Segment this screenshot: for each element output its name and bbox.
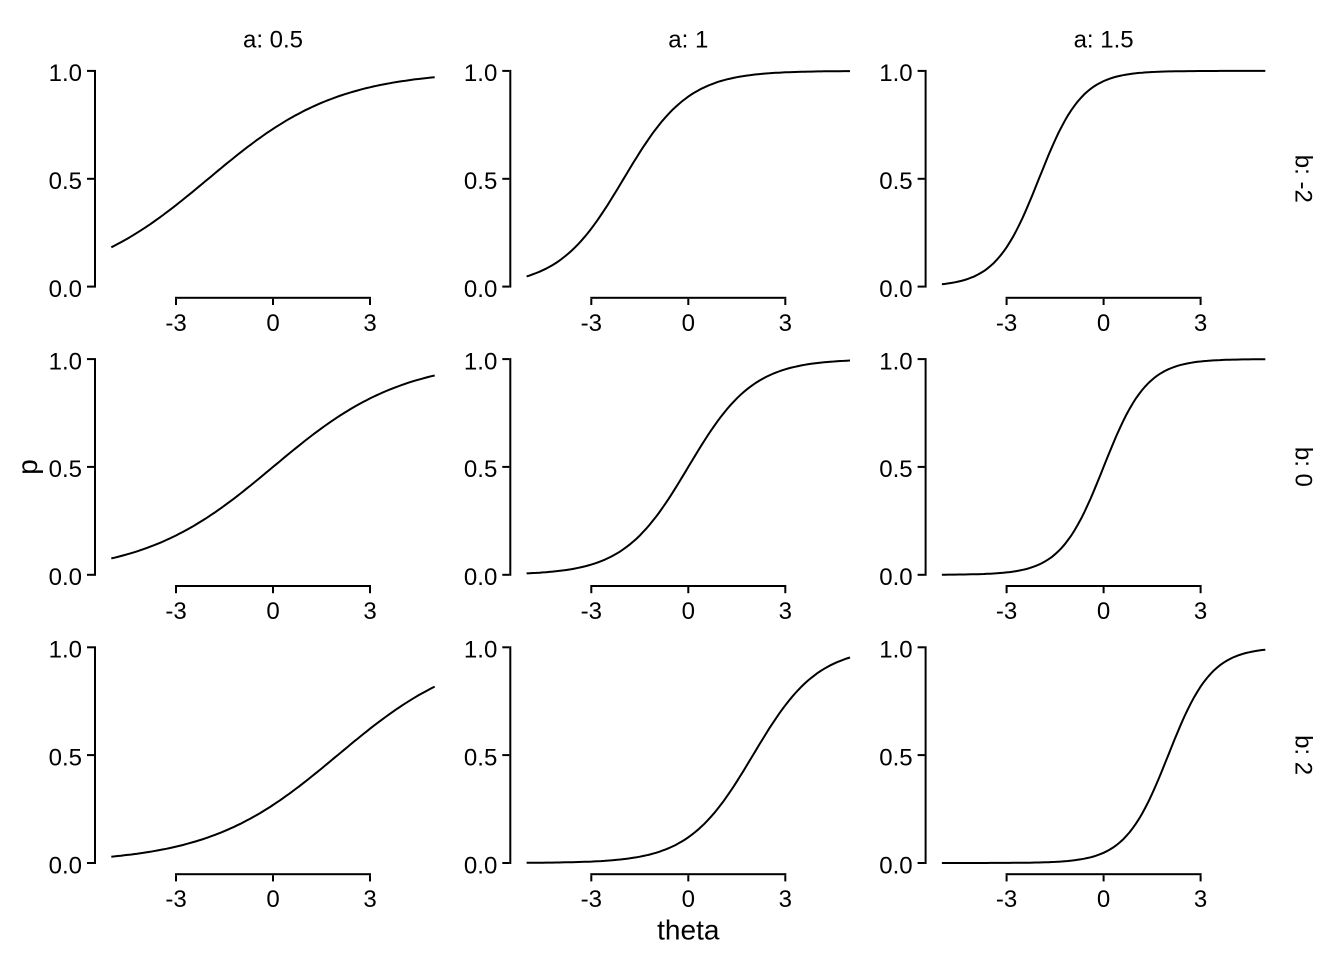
svg-text:0.0: 0.0	[879, 276, 912, 303]
svg-text:a: 1: a: 1	[668, 26, 708, 53]
svg-text:b: 0: b: 0	[1290, 447, 1317, 487]
svg-text:0.5: 0.5	[464, 456, 497, 483]
svg-text:0: 0	[1097, 310, 1110, 337]
svg-text:3: 3	[779, 310, 792, 337]
svg-text:-3: -3	[165, 886, 186, 913]
svg-text:-3: -3	[996, 310, 1017, 337]
svg-text:-3: -3	[581, 886, 602, 913]
svg-text:-3: -3	[165, 598, 186, 625]
svg-text:3: 3	[363, 886, 376, 913]
svg-text:3: 3	[363, 310, 376, 337]
svg-text:0.0: 0.0	[464, 564, 497, 591]
svg-text:b: 2: b: 2	[1290, 735, 1317, 775]
svg-text:0.5: 0.5	[879, 744, 912, 771]
svg-text:1.0: 1.0	[879, 348, 912, 375]
svg-text:0: 0	[682, 598, 695, 625]
svg-text:3: 3	[779, 598, 792, 625]
svg-text:0: 0	[1097, 886, 1110, 913]
svg-text:0.5: 0.5	[879, 456, 912, 483]
svg-text:0.5: 0.5	[49, 456, 82, 483]
svg-text:0.5: 0.5	[49, 168, 82, 195]
svg-text:0: 0	[1097, 598, 1110, 625]
svg-text:0.0: 0.0	[464, 276, 497, 303]
svg-text:-3: -3	[996, 886, 1017, 913]
svg-text:0.0: 0.0	[49, 276, 82, 303]
svg-text:1.0: 1.0	[464, 60, 497, 87]
svg-text:1.0: 1.0	[49, 348, 82, 375]
svg-text:theta: theta	[657, 915, 720, 946]
svg-text:b: -2: b: -2	[1290, 155, 1317, 203]
svg-text:1.0: 1.0	[49, 60, 82, 87]
svg-text:0.5: 0.5	[49, 744, 82, 771]
svg-text:0: 0	[266, 598, 279, 625]
svg-text:a: 0.5: a: 0.5	[243, 26, 303, 53]
svg-text:0: 0	[266, 310, 279, 337]
svg-text:3: 3	[1194, 598, 1207, 625]
svg-text:0.5: 0.5	[464, 168, 497, 195]
svg-text:1.0: 1.0	[879, 637, 912, 664]
svg-text:1.0: 1.0	[49, 637, 82, 664]
svg-text:-3: -3	[996, 598, 1017, 625]
svg-text:0.0: 0.0	[49, 852, 82, 879]
svg-text:-3: -3	[581, 310, 602, 337]
svg-text:0.0: 0.0	[879, 564, 912, 591]
svg-text:0.0: 0.0	[879, 852, 912, 879]
svg-text:0.5: 0.5	[879, 168, 912, 195]
svg-text:1.0: 1.0	[879, 60, 912, 87]
svg-text:3: 3	[779, 886, 792, 913]
svg-text:1.0: 1.0	[464, 348, 497, 375]
svg-text:0.0: 0.0	[464, 852, 497, 879]
svg-text:-3: -3	[165, 310, 186, 337]
svg-text:a: 1.5: a: 1.5	[1074, 26, 1134, 53]
svg-text:3: 3	[1194, 886, 1207, 913]
svg-text:0: 0	[682, 886, 695, 913]
svg-text:0.0: 0.0	[49, 564, 82, 591]
svg-text:3: 3	[1194, 310, 1207, 337]
svg-text:0.5: 0.5	[464, 744, 497, 771]
svg-text:-3: -3	[581, 598, 602, 625]
svg-text:0: 0	[266, 886, 279, 913]
svg-text:p: p	[12, 459, 43, 475]
svg-text:1.0: 1.0	[464, 637, 497, 664]
svg-text:3: 3	[363, 598, 376, 625]
svg-text:0: 0	[682, 310, 695, 337]
